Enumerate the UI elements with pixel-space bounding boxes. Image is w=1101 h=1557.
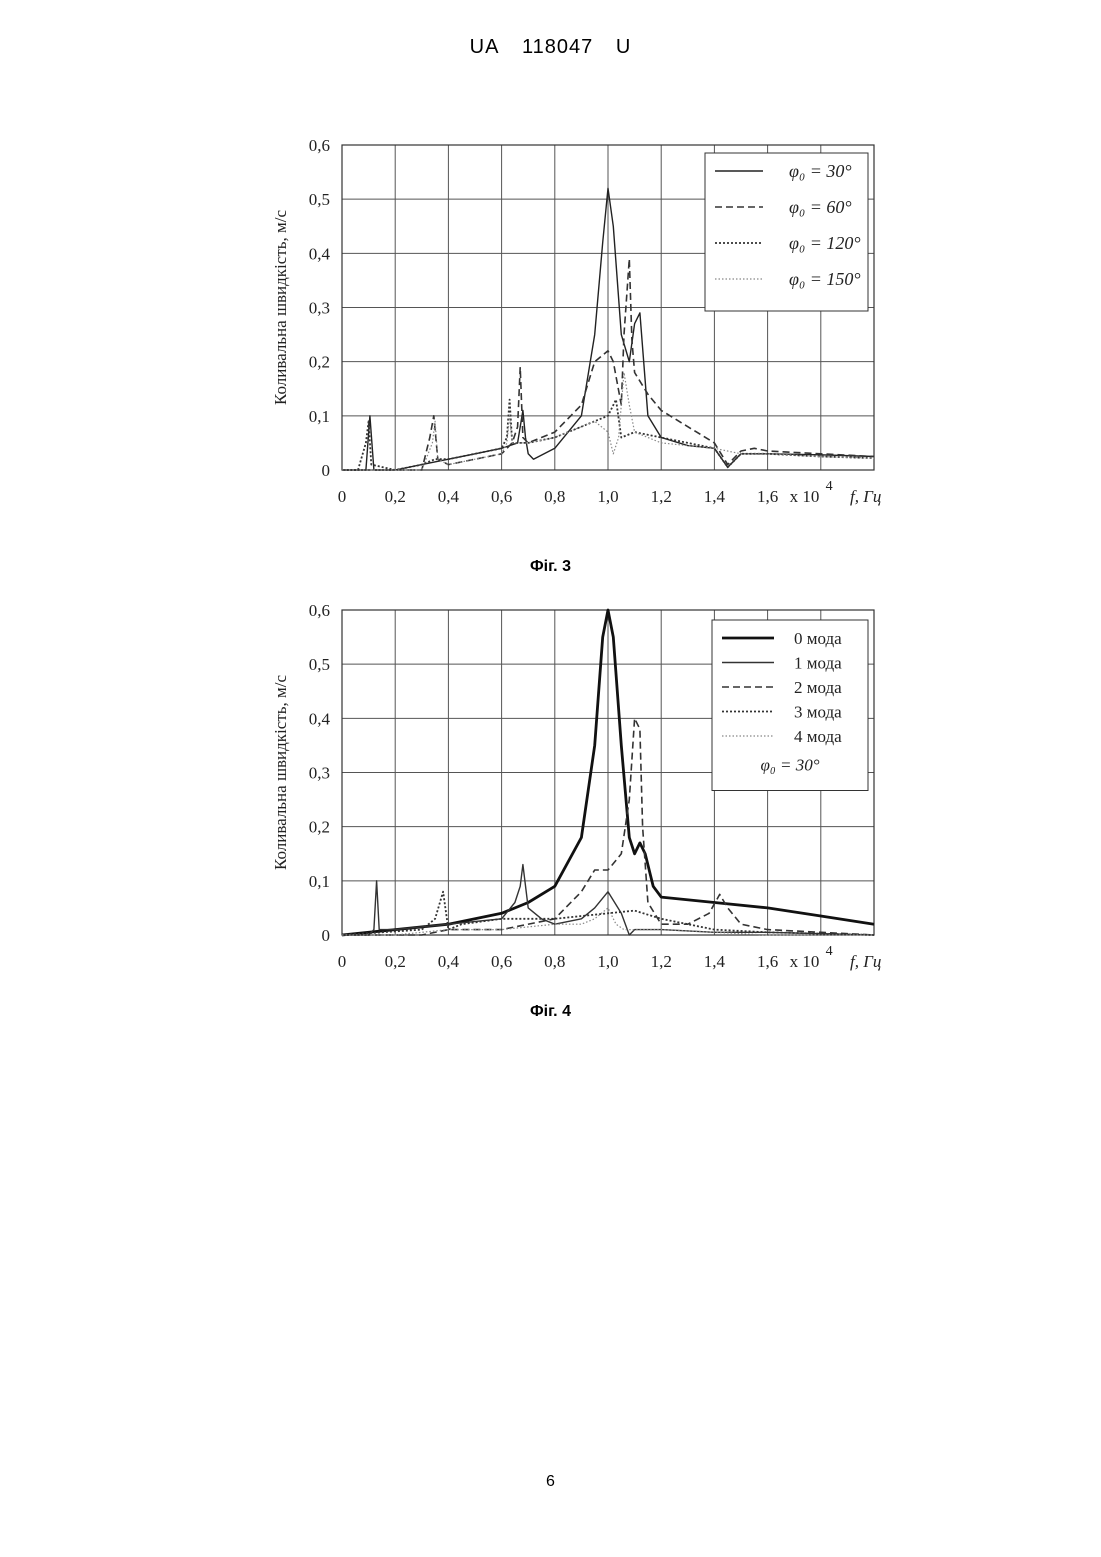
- x-tick-label: 1,2: [651, 487, 672, 506]
- page-header: UA 118047 U: [0, 36, 1101, 59]
- x-axis-label: f, Гц: [850, 487, 881, 506]
- y-tick-label: 0: [322, 461, 331, 480]
- y-tick-label: 0,5: [309, 190, 330, 209]
- y-tick-label: 0,3: [309, 764, 330, 783]
- y-tick-label: 0,3: [309, 299, 330, 318]
- x-tick-label: 1,6: [757, 487, 778, 506]
- legend-label-0: 0 мода: [794, 629, 842, 648]
- y-tick-label: 0,1: [309, 872, 330, 891]
- legend-label-2: φ₀ = 120°: [789, 233, 861, 253]
- x-tick-label: 0,4: [438, 487, 460, 506]
- x-axis-multiplier: x 10: [790, 487, 820, 506]
- y-tick-label: 0,6: [309, 601, 330, 620]
- x-tick-label: 0,8: [544, 487, 565, 506]
- x-axis-label: f, Гц: [850, 952, 881, 971]
- y-tick-label: 0,5: [309, 655, 330, 674]
- figure-4-chart: 0 0,1 0,2 0,3 0,4 0,5 0,6 0 0,2 0,4 0,6 0,8 1,0 1,2 1,…: [0, 585, 1101, 995]
- y-tick-label: 0,2: [309, 353, 330, 372]
- y-tick-label: 0,2: [309, 818, 330, 837]
- x-tick-label: 1,0: [597, 487, 618, 506]
- legend: 0 мода 1 мода 2 мода 3 мода 4 мода φ₀ = 30°: [712, 620, 868, 791]
- x-tick-label: 0: [338, 952, 347, 971]
- y-axis-label: Коливальна швидкість, м/с: [271, 210, 290, 406]
- y-axis-label: Коливальна швидкість, м/с: [271, 675, 290, 871]
- figure-4-caption: Фіг. 4: [0, 1003, 1101, 1021]
- y-tick-label: 0,6: [309, 136, 330, 155]
- legend-label-3: φ₀ = 150°: [789, 269, 861, 289]
- legend-label-3: 3 мода: [794, 703, 842, 722]
- y-tick-label: 0: [322, 926, 331, 945]
- legend-label-2: 2 мода: [794, 678, 842, 697]
- figure-3-caption: Фіг. 3: [0, 558, 1101, 576]
- x-tick-label: 1,4: [704, 487, 726, 506]
- header-country: UA: [470, 36, 500, 58]
- y-tick-label: 0,4: [309, 709, 331, 728]
- header-number: 118047: [522, 36, 593, 58]
- x-axis-multiplier: x 10: [790, 952, 820, 971]
- legend-label-1: φ₀ = 60°: [789, 197, 852, 217]
- x-tick-label: 1,6: [757, 952, 778, 971]
- legend-label-0: φ₀ = 30°: [789, 161, 852, 181]
- x-tick-label: 1,0: [597, 952, 618, 971]
- y-tick-label: 0,4: [309, 244, 331, 263]
- x-tick-label: 1,4: [704, 952, 726, 971]
- x-axis-multiplier-exponent: 4: [826, 479, 833, 494]
- x-tick-label: 0,4: [438, 952, 460, 971]
- x-tick-label: 0,6: [491, 952, 512, 971]
- x-tick-label: 0,8: [544, 952, 565, 971]
- x-tick-label: 0,6: [491, 487, 512, 506]
- x-tick-label: 1,2: [651, 952, 672, 971]
- legend-label-1: 1 мода: [794, 654, 842, 673]
- x-tick-label: 0: [338, 487, 347, 506]
- x-tick-label: 0,2: [385, 487, 406, 506]
- legend-label-4: 4 мода: [794, 727, 842, 746]
- x-axis-multiplier-exponent: 4: [826, 944, 833, 959]
- page-number: 6: [0, 1473, 1101, 1491]
- figure-3-chart: 0 0,1 0,2 0,3 0,4 0,5 0,6 0 0,2 0,4 0,6 0,8 1,0 1,2 1,…: [0, 120, 1101, 530]
- y-tick-label: 0,1: [309, 407, 330, 426]
- header-kind: U: [616, 36, 631, 58]
- x-tick-label: 0,2: [385, 952, 406, 971]
- legend: φ₀ = 30° φ₀ = 60° φ₀ = 120° φ₀ = 150°: [705, 153, 868, 311]
- legend-note: φ₀ = 30°: [760, 756, 819, 775]
